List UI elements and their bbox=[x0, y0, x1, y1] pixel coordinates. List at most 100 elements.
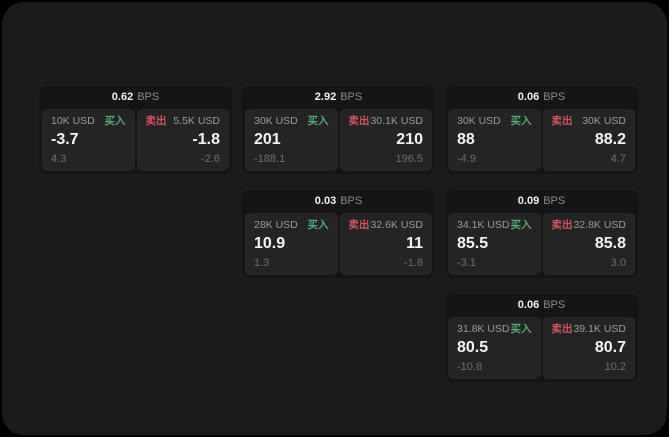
sell-sub-value: -2.6 bbox=[201, 153, 220, 165]
quote-card: 2.92 BPS 30K USD 买入 201 -188.1 卖出 30.1K … bbox=[242, 86, 435, 174]
sell-panel-top-row: 卖出 32.8K USD bbox=[552, 220, 627, 231]
quote-card: 0.06 BPS 31.8K USD 买入 80.5 -10.8 卖出 39.1… bbox=[445, 294, 638, 382]
sell-side-tag: 卖出 bbox=[551, 323, 573, 335]
buy-amount: 34.1K USD bbox=[457, 219, 510, 231]
card-header: 0.03 BPS bbox=[242, 190, 435, 213]
card-header: 0.06 BPS bbox=[445, 86, 638, 109]
sell-amount: 39.1K USD bbox=[573, 323, 626, 335]
buy-price: -3.7 bbox=[51, 131, 79, 149]
sell-panel-top-row: 卖出 5.5K USD bbox=[146, 116, 221, 127]
sell-price: 11 bbox=[406, 235, 423, 253]
sell-panel[interactable]: 卖出 30K USD 88.2 4.7 bbox=[542, 109, 635, 171]
buy-amount: 30K USD bbox=[457, 115, 501, 127]
spread-unit: BPS bbox=[340, 91, 363, 103]
sell-sub-value: 4.7 bbox=[610, 153, 626, 165]
buy-panel-top-row: 28K USD 买入 bbox=[254, 220, 329, 231]
sell-price: 210 bbox=[396, 131, 423, 149]
buy-panel-top-row: 30K USD 买入 bbox=[457, 116, 532, 127]
sell-price: 88.2 bbox=[594, 131, 626, 149]
sell-amount: 30.1K USD bbox=[370, 115, 423, 127]
spread-unit: BPS bbox=[543, 299, 566, 311]
quote-panels: 28K USD 买入 10.9 1.3 卖出 32.6K USD 11 -1.8 bbox=[242, 213, 435, 278]
sell-panel-top-row: 卖出 32.6K USD bbox=[349, 220, 424, 231]
sell-side-tag: 卖出 bbox=[145, 115, 167, 127]
buy-side-tag: 买入 bbox=[307, 219, 329, 231]
quote-panels: 30K USD 买入 88 -4.9 卖出 30K USD 88.2 4.7 bbox=[445, 109, 638, 174]
buy-price: 85.5 bbox=[457, 235, 489, 253]
buy-panel[interactable]: 30K USD 买入 201 -188.1 bbox=[245, 109, 338, 171]
sell-price: -1.8 bbox=[192, 131, 220, 149]
buy-panel-top-row: 34.1K USD 买入 bbox=[457, 220, 532, 231]
spread-unit: BPS bbox=[543, 195, 566, 207]
spread-value: 0.03 bbox=[314, 195, 337, 207]
buy-side-tag: 买入 bbox=[510, 323, 532, 335]
sell-sub-value: 196.5 bbox=[395, 153, 423, 165]
sell-price: 85.8 bbox=[594, 235, 626, 253]
quote-panels: 30K USD 买入 201 -188.1 卖出 30.1K USD 210 1… bbox=[242, 109, 435, 174]
spread-value: 0.06 bbox=[517, 299, 540, 311]
spread-value: 0.62 bbox=[111, 91, 134, 103]
sell-sub-value: 3.0 bbox=[610, 257, 626, 269]
card-header: 2.92 BPS bbox=[242, 86, 435, 109]
sell-panel[interactable]: 卖出 30.1K USD 210 196.5 bbox=[339, 109, 432, 171]
card-header: 0.06 BPS bbox=[445, 294, 638, 317]
buy-panel[interactable]: 10K USD 买入 -3.7 4.3 bbox=[42, 109, 135, 171]
buy-panel-top-row: 30K USD 买入 bbox=[254, 116, 329, 127]
sell-sub-value: 10.2 bbox=[604, 361, 626, 373]
buy-panel[interactable]: 30K USD 买入 88 -4.9 bbox=[448, 109, 541, 171]
sell-amount: 32.8K USD bbox=[573, 219, 626, 231]
buy-panel-top-row: 10K USD 买入 bbox=[51, 116, 126, 127]
sell-side-tag: 卖出 bbox=[551, 115, 573, 127]
sell-panel-top-row: 卖出 39.1K USD bbox=[552, 324, 627, 335]
buy-sub-value: -188.1 bbox=[254, 153, 286, 165]
buy-amount: 31.8K USD bbox=[457, 323, 510, 335]
spread-unit: BPS bbox=[340, 195, 363, 207]
buy-amount: 30K USD bbox=[254, 115, 298, 127]
quote-card: 0.62 BPS 10K USD 买入 -3.7 4.3 卖出 5.5K USD bbox=[39, 86, 232, 174]
spread-value: 2.92 bbox=[314, 91, 337, 103]
quotes-grid: 0.62 BPS 10K USD 买入 -3.7 4.3 卖出 5.5K USD bbox=[39, 86, 638, 382]
buy-panel[interactable]: 34.1K USD 买入 85.5 -3.1 bbox=[448, 213, 541, 275]
buy-amount: 10K USD bbox=[51, 115, 95, 127]
card-header: 0.09 BPS bbox=[445, 190, 638, 213]
sell-amount: 5.5K USD bbox=[173, 115, 220, 127]
sell-price: 80.7 bbox=[594, 339, 626, 357]
sell-panel[interactable]: 卖出 32.8K USD 85.8 3.0 bbox=[542, 213, 635, 275]
card-header: 0.62 BPS bbox=[39, 86, 232, 109]
buy-side-tag: 买入 bbox=[510, 115, 532, 127]
buy-side-tag: 买入 bbox=[307, 115, 329, 127]
quote-card: 0.09 BPS 34.1K USD 买入 85.5 -3.1 卖出 32.8K… bbox=[445, 190, 638, 278]
buy-price: 88 bbox=[457, 131, 475, 149]
buy-panel-top-row: 31.8K USD 买入 bbox=[457, 324, 532, 335]
spread-unit: BPS bbox=[543, 91, 566, 103]
quote-panels: 34.1K USD 买入 85.5 -3.1 卖出 32.8K USD 85.8… bbox=[445, 213, 638, 278]
spread-value: 0.06 bbox=[517, 91, 540, 103]
quote-panels: 31.8K USD 买入 80.5 -10.8 卖出 39.1K USD 80.… bbox=[445, 317, 638, 382]
buy-price: 80.5 bbox=[457, 339, 489, 357]
buy-sub-value: -4.9 bbox=[457, 153, 476, 165]
sell-panel[interactable]: 卖出 32.6K USD 11 -1.8 bbox=[339, 213, 432, 275]
buy-sub-value: -10.8 bbox=[457, 361, 483, 373]
spread-value: 0.09 bbox=[517, 195, 540, 207]
buy-sub-value: -3.1 bbox=[457, 257, 476, 269]
sell-panel-top-row: 卖出 30.1K USD bbox=[349, 116, 424, 127]
sell-amount: 30K USD bbox=[582, 115, 626, 127]
buy-side-tag: 买入 bbox=[104, 115, 126, 127]
quote-card: 0.06 BPS 30K USD 买入 88 -4.9 卖出 30K USD bbox=[445, 86, 638, 174]
sell-panel[interactable]: 卖出 39.1K USD 80.7 10.2 bbox=[542, 317, 635, 379]
sell-panel-top-row: 卖出 30K USD bbox=[552, 116, 627, 127]
quote-card: 0.03 BPS 28K USD 买入 10.9 1.3 卖出 32.6K US… bbox=[242, 190, 435, 278]
buy-panel[interactable]: 31.8K USD 买入 80.5 -10.8 bbox=[448, 317, 541, 379]
buy-price: 10.9 bbox=[254, 235, 286, 253]
sell-panel[interactable]: 卖出 5.5K USD -1.8 -2.6 bbox=[136, 109, 229, 171]
buy-side-tag: 买入 bbox=[510, 219, 532, 231]
sell-amount: 32.6K USD bbox=[370, 219, 423, 231]
buy-sub-value: 1.3 bbox=[254, 257, 270, 269]
buy-panel[interactable]: 28K USD 买入 10.9 1.3 bbox=[245, 213, 338, 275]
sell-side-tag: 卖出 bbox=[348, 219, 370, 231]
buy-amount: 28K USD bbox=[254, 219, 298, 231]
sell-side-tag: 卖出 bbox=[551, 219, 573, 231]
quote-panels: 10K USD 买入 -3.7 4.3 卖出 5.5K USD -1.8 -2.… bbox=[39, 109, 232, 174]
sell-side-tag: 卖出 bbox=[348, 115, 370, 127]
